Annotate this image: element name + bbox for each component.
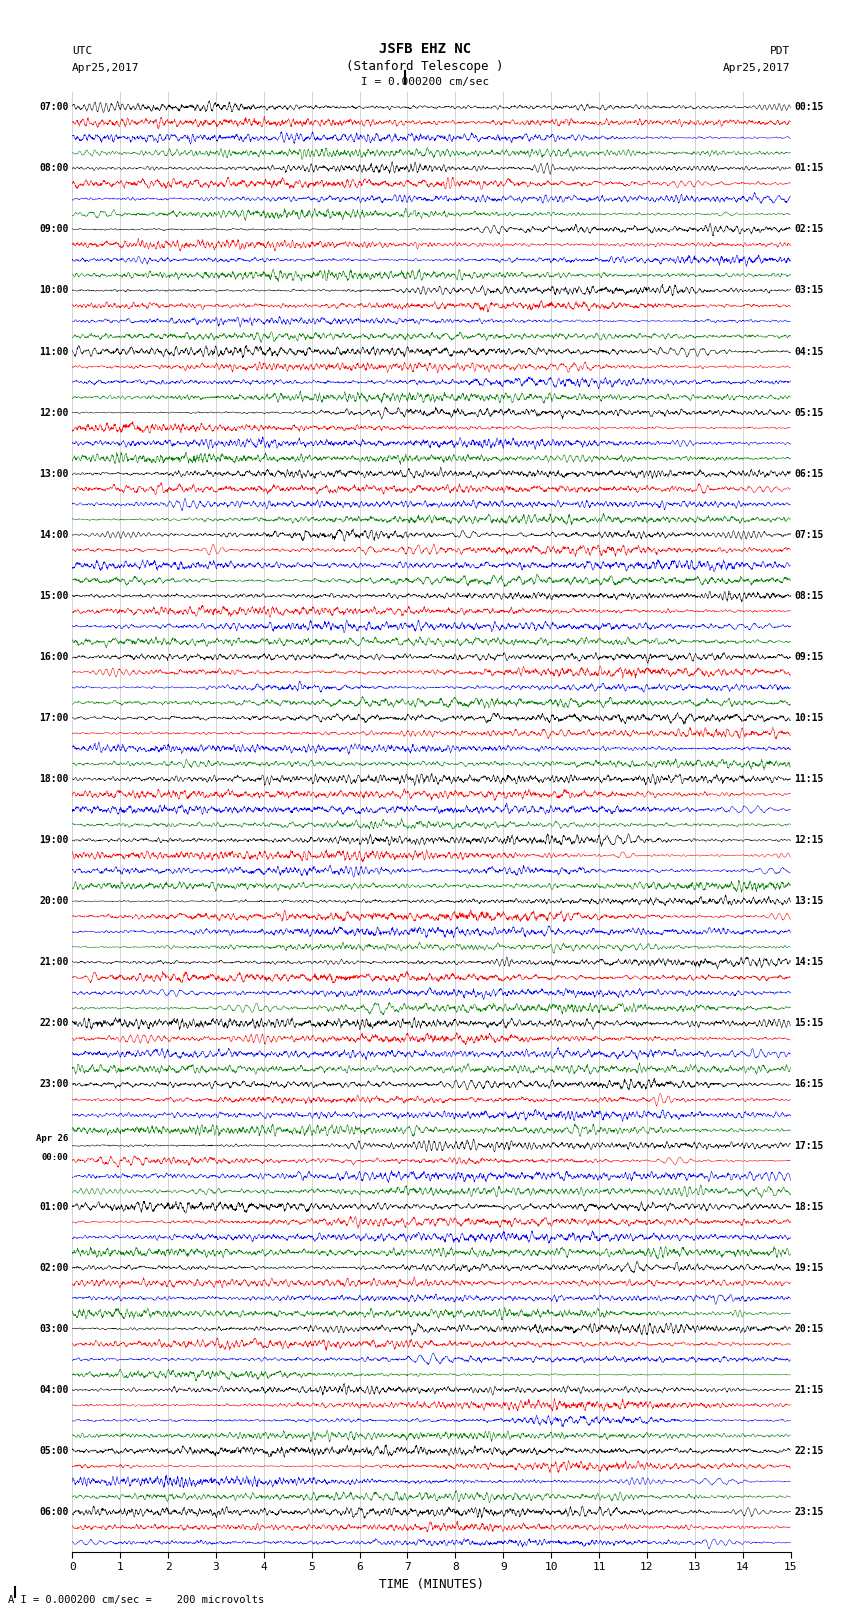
Text: 09:15: 09:15 [794, 652, 824, 661]
Text: 22:15: 22:15 [794, 1445, 824, 1457]
Text: 21:15: 21:15 [794, 1386, 824, 1395]
Text: Apr25,2017: Apr25,2017 [72, 63, 139, 73]
Text: I = 0.000200 cm/sec: I = 0.000200 cm/sec [361, 77, 489, 87]
Text: 16:15: 16:15 [794, 1079, 824, 1089]
Text: A I = 0.000200 cm/sec =    200 microvolts: A I = 0.000200 cm/sec = 200 microvolts [8, 1595, 264, 1605]
Text: 06:15: 06:15 [794, 469, 824, 479]
Text: 00:00: 00:00 [42, 1153, 69, 1161]
Text: 13:00: 13:00 [39, 469, 69, 479]
Text: PDT: PDT [770, 47, 790, 56]
Text: 07:15: 07:15 [794, 529, 824, 540]
Text: 05:00: 05:00 [39, 1445, 69, 1457]
Text: 08:15: 08:15 [794, 590, 824, 600]
X-axis label: TIME (MINUTES): TIME (MINUTES) [379, 1578, 484, 1590]
Text: 19:15: 19:15 [794, 1263, 824, 1273]
Text: 08:00: 08:00 [39, 163, 69, 173]
Text: 10:15: 10:15 [794, 713, 824, 723]
Text: 13:15: 13:15 [794, 897, 824, 907]
Text: 20:15: 20:15 [794, 1324, 824, 1334]
Text: 03:00: 03:00 [39, 1324, 69, 1334]
Text: (Stanford Telescope ): (Stanford Telescope ) [346, 60, 504, 73]
Text: 18:15: 18:15 [794, 1202, 824, 1211]
Text: 04:15: 04:15 [794, 347, 824, 356]
Text: 17:15: 17:15 [794, 1140, 824, 1150]
Text: 19:00: 19:00 [39, 836, 69, 845]
Text: 04:00: 04:00 [39, 1386, 69, 1395]
Text: 23:15: 23:15 [794, 1507, 824, 1516]
Text: UTC: UTC [72, 47, 93, 56]
Text: 07:00: 07:00 [39, 102, 69, 113]
Text: 11:00: 11:00 [39, 347, 69, 356]
Text: 14:00: 14:00 [39, 529, 69, 540]
Text: Apr 26: Apr 26 [37, 1134, 69, 1142]
Text: 15:15: 15:15 [794, 1018, 824, 1029]
Text: 06:00: 06:00 [39, 1507, 69, 1516]
Text: 03:15: 03:15 [794, 286, 824, 295]
Text: 16:00: 16:00 [39, 652, 69, 661]
Text: 12:15: 12:15 [794, 836, 824, 845]
Text: 00:15: 00:15 [794, 102, 824, 113]
Text: 15:00: 15:00 [39, 590, 69, 600]
Text: JSFB EHZ NC: JSFB EHZ NC [379, 42, 471, 56]
Text: Apr25,2017: Apr25,2017 [723, 63, 791, 73]
Text: 20:00: 20:00 [39, 897, 69, 907]
Text: 01:00: 01:00 [39, 1202, 69, 1211]
Text: 02:00: 02:00 [39, 1263, 69, 1273]
Text: 01:15: 01:15 [794, 163, 824, 173]
Text: 10:00: 10:00 [39, 286, 69, 295]
Text: 14:15: 14:15 [794, 957, 824, 968]
Text: 12:00: 12:00 [39, 408, 69, 418]
Text: 21:00: 21:00 [39, 957, 69, 968]
Text: 22:00: 22:00 [39, 1018, 69, 1029]
Text: 02:15: 02:15 [794, 224, 824, 234]
Text: 23:00: 23:00 [39, 1079, 69, 1089]
Text: 05:15: 05:15 [794, 408, 824, 418]
Text: 18:00: 18:00 [39, 774, 69, 784]
Text: 11:15: 11:15 [794, 774, 824, 784]
Text: 09:00: 09:00 [39, 224, 69, 234]
Text: 17:00: 17:00 [39, 713, 69, 723]
